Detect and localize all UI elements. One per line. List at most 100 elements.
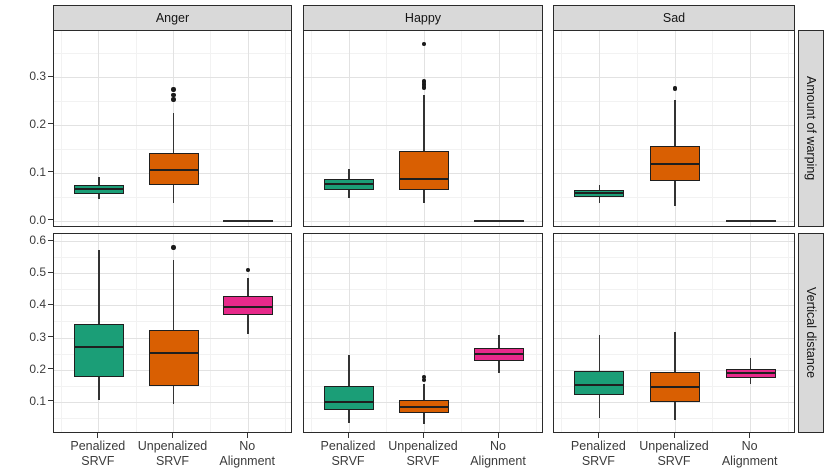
y-tick-label: 0.3: [29, 69, 46, 83]
gridline-major-h: [54, 273, 291, 275]
boxplot-box: [148, 330, 199, 386]
gridline-minor-v: [787, 234, 789, 432]
gridline-minor-h: [304, 289, 542, 291]
gridline-minor-h: [54, 321, 291, 323]
boxplot-flat-line: [725, 220, 776, 222]
panel-distance-sad: [553, 233, 795, 433]
gridline-major-h: [304, 337, 542, 339]
y-axis-tick: [48, 303, 53, 305]
outlier-point: [421, 41, 427, 47]
gridline-minor-v: [561, 31, 563, 226]
gridline-minor-h: [304, 321, 542, 323]
facet-strip-sad: Sad: [553, 5, 795, 31]
gridline-major-h: [54, 77, 291, 78]
outlier-point: [171, 97, 176, 102]
boxplot-flat-line: [474, 220, 524, 222]
facet-strip-happy: Happy: [303, 5, 543, 31]
x-axis-tick: [597, 433, 599, 438]
gridline-major-v: [498, 234, 500, 432]
whisker-lower: [598, 197, 601, 203]
x-tick-label: Unpenalized SRVF: [639, 439, 709, 468]
whisker-lower: [749, 377, 752, 385]
boxplot-median: [725, 371, 776, 374]
gridline-minor-v: [135, 31, 137, 226]
gridline-minor-v: [386, 234, 387, 432]
x-tick-label: No Alignment: [219, 439, 275, 468]
whisker-lower: [674, 181, 676, 207]
whisker-lower: [598, 395, 601, 418]
boxplot-median: [223, 305, 274, 308]
boxplot-box: [324, 385, 374, 410]
gridline-minor-v: [210, 234, 212, 432]
outlier-point: [421, 82, 427, 87]
gridline-minor-v: [311, 234, 312, 432]
gridline-minor-h: [554, 257, 794, 259]
boxplot-box: [223, 296, 274, 316]
gridline-minor-h: [304, 53, 542, 55]
outlier-point: [421, 79, 427, 84]
boxplot-median: [324, 400, 374, 403]
gridline-major-h: [554, 77, 794, 78]
boxplot-median: [399, 177, 449, 180]
facet-strip-amount-of-warping: Amount of warping: [798, 30, 824, 227]
gridline-minor-h: [304, 100, 542, 102]
boxplot-median: [148, 351, 199, 354]
y-tick-label: 0.1: [29, 164, 46, 179]
x-tick-label: Penalized SRVF: [320, 439, 376, 468]
whisker-upper: [674, 99, 676, 147]
boxplot-median: [73, 345, 124, 348]
gridline-minor-h: [304, 196, 542, 198]
gridline-minor-h: [304, 148, 542, 150]
y-tick-label: 0.2: [29, 361, 46, 376]
y-tick-label: 0.6: [29, 233, 46, 248]
gridline-major-v: [598, 234, 600, 432]
boxplot-median: [324, 182, 374, 185]
gridline-minor-h: [554, 53, 794, 55]
x-tick-label: No Alignment: [470, 439, 526, 468]
gridline-minor-v: [712, 234, 714, 432]
gridline-major-v: [348, 31, 350, 226]
gridline-minor-h: [554, 100, 794, 102]
gridline-minor-h: [54, 196, 291, 198]
gridline-minor-v: [536, 234, 537, 432]
gridline-minor-v: [787, 31, 789, 226]
gridline-minor-v: [311, 31, 312, 226]
gridline-minor-h: [54, 417, 291, 419]
gridline-major-h: [304, 124, 542, 126]
gridline-major-h: [304, 241, 542, 243]
gridline-major-h: [304, 273, 542, 275]
gridline-minor-h: [554, 353, 794, 355]
x-axis-tick: [497, 433, 499, 438]
gridline-major-h: [554, 273, 794, 275]
outlier-point: [672, 86, 678, 91]
whisker-lower: [348, 190, 350, 199]
gridline-major-h: [554, 124, 794, 126]
boxplot-box: [148, 152, 199, 185]
gridline-minor-h: [54, 385, 291, 387]
whisker-upper: [598, 334, 601, 371]
whisker-lower: [172, 184, 175, 203]
gridline-major-v: [750, 31, 752, 226]
y-tick-label: 0.1: [29, 393, 46, 408]
boxplot-median: [148, 169, 199, 171]
x-axis-tick: [422, 433, 424, 438]
whisker-upper: [598, 184, 601, 190]
gridline-minor-v: [285, 234, 287, 432]
outlier-point: [421, 374, 427, 379]
whisker-upper: [247, 277, 249, 297]
gridline-minor-v: [210, 31, 212, 226]
boxplot-median: [474, 353, 524, 356]
facet-strip-vertical-distance-label: Vertical distance: [804, 287, 818, 379]
facet-strip-vertical-distance: Vertical distance: [798, 233, 824, 433]
x-axis-tick: [172, 433, 173, 438]
boxplot-box: [574, 370, 625, 396]
gridline-minor-h: [54, 53, 291, 55]
gridline-minor-v: [135, 234, 137, 432]
y-axis-tick: [48, 239, 53, 241]
facet-strip-sad-label: Sad: [662, 11, 686, 25]
facet-strip-anger: Anger: [53, 5, 292, 31]
boxplot-median: [399, 405, 449, 408]
gridline-major-h: [304, 77, 542, 78]
y-axis-tick: [48, 336, 53, 338]
x-tick-label: No Alignment: [721, 439, 778, 468]
